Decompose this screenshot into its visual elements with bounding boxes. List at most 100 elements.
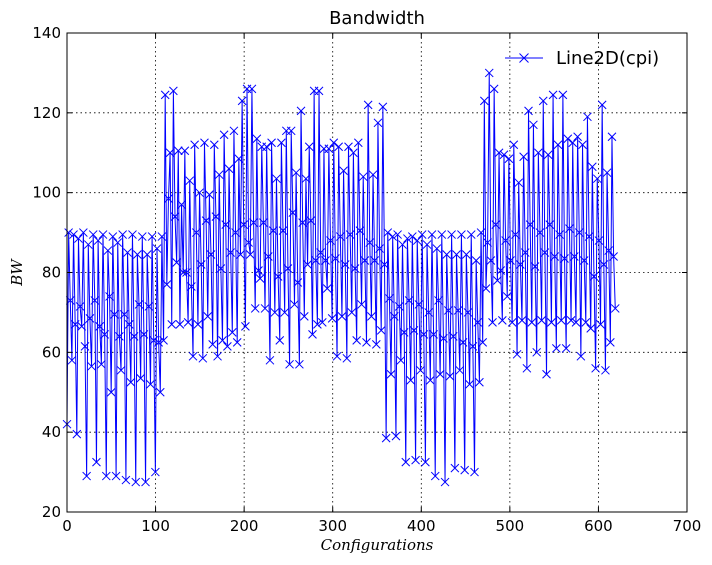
data-point	[571, 318, 581, 327]
data-point	[556, 316, 566, 325]
data-point	[394, 302, 404, 311]
data-point	[115, 332, 124, 341]
data-point	[119, 310, 129, 319]
data-point	[272, 174, 281, 184]
data-point	[553, 140, 563, 150]
data-point	[581, 318, 591, 327]
data-point	[75, 302, 85, 311]
data-point	[82, 471, 91, 481]
data-point	[69, 230, 78, 239]
data-point	[185, 176, 195, 186]
data-point	[79, 228, 88, 237]
data-point	[285, 359, 294, 369]
data-point	[144, 302, 154, 311]
data-point	[213, 351, 222, 361]
data-point	[463, 308, 473, 317]
data-point	[227, 328, 237, 337]
data-point	[365, 238, 375, 247]
data-point	[497, 316, 507, 325]
data-point	[411, 455, 420, 465]
data-point	[569, 252, 579, 261]
data-point	[223, 341, 232, 351]
data-point	[178, 268, 188, 277]
y-axis-label: BW	[8, 258, 26, 287]
data-point	[540, 248, 550, 257]
data-point	[470, 467, 479, 477]
data-point	[529, 120, 538, 130]
legend-marker-glyph	[519, 53, 529, 63]
data-point	[360, 256, 370, 265]
data-point	[155, 387, 165, 397]
data-point	[211, 212, 221, 221]
data-point	[425, 375, 435, 385]
data-point	[447, 230, 456, 239]
data-point	[152, 244, 162, 253]
data-point	[376, 326, 386, 335]
data-point	[201, 216, 211, 225]
data-point	[87, 361, 96, 371]
x-tick-label: 300	[318, 517, 347, 535]
data-point	[313, 320, 322, 329]
data-point	[484, 68, 494, 78]
data-point	[260, 304, 270, 313]
data-point	[326, 236, 335, 245]
data-point	[533, 148, 543, 158]
data-point	[183, 318, 193, 327]
data-point	[448, 332, 458, 341]
data-point	[576, 351, 586, 361]
series-layer	[62, 68, 620, 487]
data-point	[368, 170, 378, 180]
data-point	[519, 152, 528, 162]
series-line	[66, 72, 616, 483]
x-tick-label: 100	[141, 517, 170, 535]
data-point	[489, 84, 499, 94]
data-point	[93, 236, 103, 245]
data-point	[221, 220, 231, 229]
data-point	[254, 266, 263, 275]
data-point	[137, 232, 147, 241]
data-point	[589, 272, 599, 281]
data-point	[525, 220, 535, 229]
data-point	[344, 142, 353, 152]
data-point	[159, 336, 168, 345]
data-point	[106, 387, 116, 397]
data-point	[247, 84, 257, 94]
data-point	[334, 142, 344, 152]
data-point	[296, 106, 306, 116]
data-point	[547, 318, 556, 327]
data-point	[188, 351, 198, 361]
data-point	[278, 226, 288, 235]
data-point	[118, 230, 127, 239]
data-point	[170, 212, 180, 221]
data-point	[70, 320, 80, 329]
data-point	[95, 322, 105, 331]
x-tick-label: 200	[230, 517, 259, 535]
data-point	[304, 142, 314, 152]
data-point	[515, 260, 525, 269]
data-point	[398, 240, 407, 249]
data-point	[532, 347, 542, 357]
data-point	[381, 433, 391, 443]
data-point	[321, 256, 330, 265]
data-point	[422, 240, 432, 249]
data-point	[286, 126, 296, 136]
data-point	[491, 220, 501, 229]
data-point	[88, 230, 98, 239]
data-point	[92, 457, 101, 467]
data-point	[335, 232, 345, 241]
data-point	[306, 216, 316, 225]
data-point	[568, 138, 578, 148]
data-point	[601, 365, 610, 375]
data-point	[403, 234, 412, 243]
data-point	[584, 232, 594, 241]
data-point	[609, 252, 618, 261]
data-point	[465, 379, 474, 389]
data-point	[167, 320, 177, 329]
data-point	[566, 316, 576, 325]
x-tick-label: 0	[62, 517, 72, 535]
data-point	[259, 218, 268, 227]
data-point	[291, 168, 301, 178]
data-point	[105, 292, 114, 301]
data-point	[555, 230, 564, 239]
data-point	[116, 365, 126, 375]
